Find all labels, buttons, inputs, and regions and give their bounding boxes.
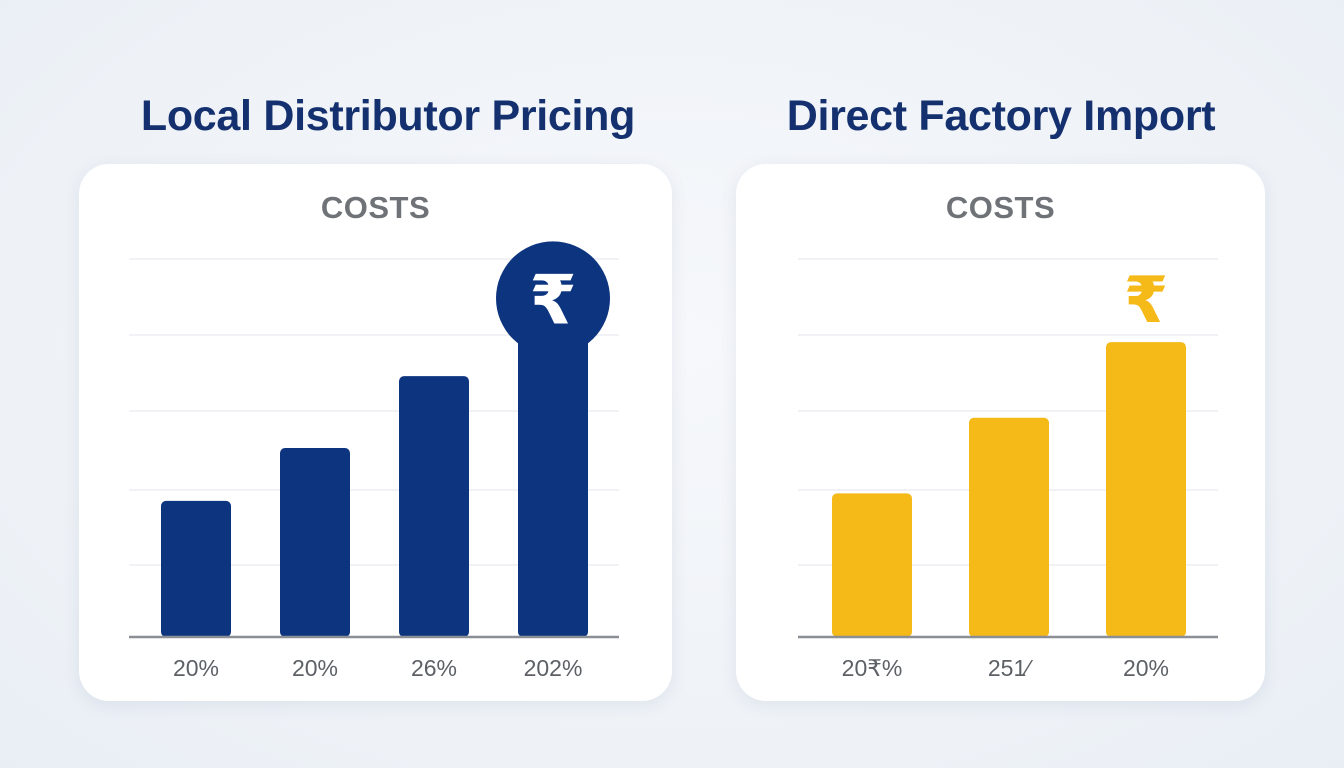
left-bar (280, 448, 350, 637)
left-bar-chart: 20% 20% 26% 202% ₹ (129, 241, 619, 681)
left-tick-label: 20% (292, 655, 338, 681)
right-chart-subtitle: COSTS (945, 190, 1056, 225)
svg-text:₹: ₹ (529, 261, 576, 340)
svg-text:₹: ₹ (1124, 264, 1169, 338)
left-chart-card: COSTS 20% 20% 26% 202% ₹ (79, 164, 672, 701)
left-tick-label: 20% (173, 655, 219, 681)
right-bar (1106, 342, 1186, 637)
right-chart-title: Direct Factory Import (786, 92, 1216, 140)
left-chart-title: Local Distributor Pricing (140, 92, 636, 140)
right-bar (832, 493, 912, 637)
right-bar (969, 417, 1049, 637)
right-tick-label: 20% (1123, 655, 1169, 681)
left-bar (399, 376, 469, 637)
right-chart-card: COSTS 20₹% 251⁄ 20% ₹ (736, 164, 1265, 701)
right-tick-label: 251⁄ (988, 655, 1033, 681)
left-tick-label: 26% (411, 655, 457, 681)
right-bar-chart: 20₹% 251⁄ 20% ₹ (798, 258, 1218, 681)
left-tick-label: 202% (524, 655, 583, 681)
left-chart-subtitle: COSTS (320, 190, 431, 225)
rupee-icon: ₹ (496, 241, 610, 356)
left-bar (161, 500, 231, 637)
right-tick-label: 20₹% (842, 655, 903, 681)
left-bar (518, 304, 588, 637)
rupee-icon: ₹ (1124, 264, 1169, 338)
